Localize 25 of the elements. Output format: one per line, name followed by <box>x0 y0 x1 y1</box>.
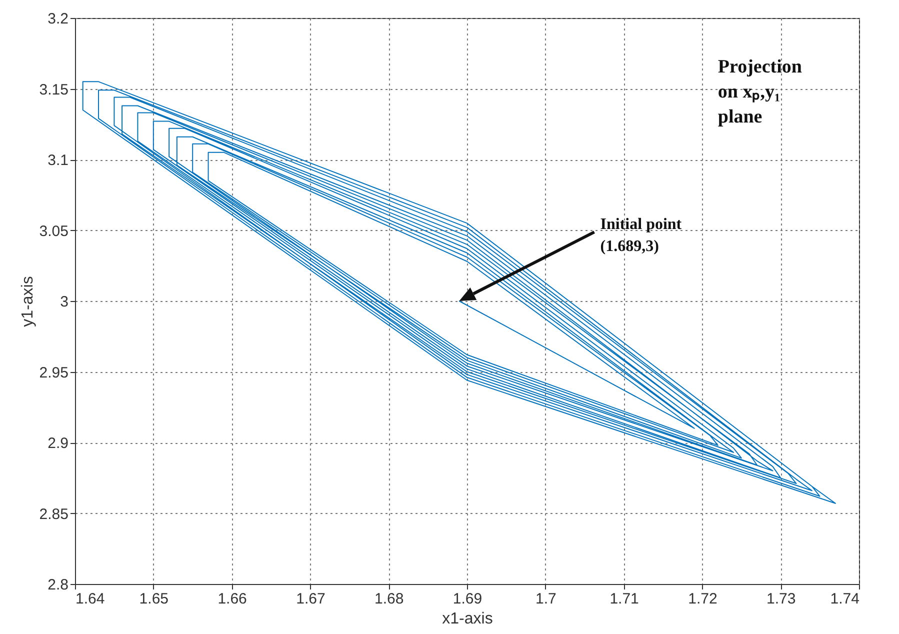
x-tick-label: 1.65 <box>139 590 168 608</box>
y-tick-label: 2.9 <box>48 435 68 452</box>
y-tick-label: 2.95 <box>39 364 68 382</box>
x-tick-label: 1.7 <box>535 590 556 608</box>
y-tick-label: 2.8 <box>48 576 68 594</box>
y-tick-label: 2.85 <box>39 506 68 523</box>
x-tick-label: 1.64 <box>76 590 105 608</box>
x-tick-label: 1.71 <box>610 590 639 608</box>
y-tick-label: 3.2 <box>48 10 68 28</box>
x-tick-label: 1.66 <box>218 590 247 608</box>
y-axis-title: y1-axis <box>19 276 36 327</box>
x-tick-label: 1.69 <box>452 590 482 608</box>
annotation: Projection on xₚ,y₁ plane <box>718 56 802 128</box>
y-tick-label: 3.05 <box>39 222 68 240</box>
x-tick-label: 1.68 <box>374 590 404 608</box>
x-tick-label: 1.67 <box>296 590 326 608</box>
y-tick-label: 3.15 <box>39 81 68 98</box>
x-tick-label: 1.74 <box>830 590 860 608</box>
x-tick-label: 1.72 <box>688 590 718 608</box>
annotation: Initial point (1.689,3) <box>600 216 682 256</box>
line-series <box>82 81 836 504</box>
y-tick-label: 3.1 <box>48 152 68 169</box>
x-axis-title: x1-axis <box>442 610 493 628</box>
y-tick-label: 3 <box>60 294 68 310</box>
x-tick-label: 1.73 <box>766 590 796 608</box>
